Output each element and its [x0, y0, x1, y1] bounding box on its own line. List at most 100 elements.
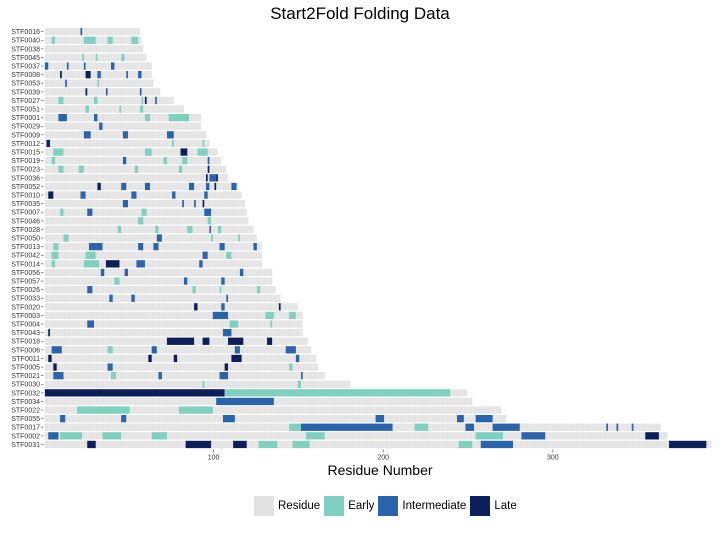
segment-early	[256, 286, 261, 294]
segment-early	[107, 36, 113, 44]
legend: Residue Early Intermediate Late	[254, 495, 521, 517]
row-stf0010	[44, 191, 242, 199]
row-stf0006	[44, 346, 312, 354]
segment-early	[53, 243, 59, 251]
segment-intermediate	[204, 208, 212, 216]
y-tick-label: STF0001	[11, 115, 40, 122]
segment-early	[226, 251, 232, 259]
segment-intermediate	[122, 157, 127, 165]
segment-early	[219, 286, 222, 294]
segment-intermediate	[87, 286, 93, 294]
segment-intermediate	[156, 234, 162, 242]
y-tick-label: STF0043	[11, 330, 40, 337]
segment-intermediate	[234, 346, 240, 354]
segment-early	[258, 440, 278, 449]
segment-intermediate	[105, 88, 108, 96]
segment-intermediate	[189, 182, 195, 191]
residue-track	[44, 234, 257, 242]
legend-swatch-residue	[254, 496, 274, 516]
segment-early	[458, 440, 473, 449]
residue-gridlines	[46, 88, 159, 96]
segment-early	[289, 363, 293, 371]
y-tick-label: STF0029	[11, 124, 40, 131]
y-tick-label: STF0055	[11, 416, 40, 423]
segment-early	[155, 225, 159, 234]
segment-early	[138, 217, 144, 225]
segment-intermediate	[205, 182, 210, 191]
y-tick-label: STF0030	[11, 382, 40, 389]
residue-gridlines	[46, 294, 280, 302]
segment-early	[144, 114, 151, 122]
legend-label-late: Late	[494, 500, 517, 512]
segment-intermediate	[631, 423, 634, 431]
x-tick-label: 200	[377, 454, 389, 461]
segment-intermediate	[107, 363, 113, 371]
legend-item-residue: Residue	[254, 496, 320, 516]
segment-intermediate	[122, 200, 128, 208]
row-stf0011	[44, 354, 317, 363]
segment-intermediate	[375, 415, 385, 423]
segment-intermediate	[138, 243, 144, 251]
segment-late	[231, 354, 242, 363]
segment-intermediate	[480, 440, 513, 449]
segment-intermediate	[51, 346, 62, 354]
residue-gridlines	[46, 182, 237, 191]
segment-early	[51, 251, 59, 259]
row-stf0042	[44, 251, 262, 259]
legend-swatch-early	[324, 496, 345, 516]
residue-track	[44, 294, 281, 302]
legend-swatch-late	[470, 496, 491, 516]
segment-intermediate	[199, 260, 203, 268]
segment-early	[51, 36, 56, 44]
segment-intermediate	[216, 397, 274, 406]
segment-intermediate	[457, 415, 464, 423]
x-axis-label: Residue Number	[327, 462, 433, 478]
segment-early	[97, 79, 100, 87]
y-tick-label: STF0026	[11, 287, 40, 294]
segment-intermediate	[80, 191, 86, 199]
row-stf0029	[44, 122, 201, 130]
y-tick-label: STF0015	[11, 149, 40, 156]
segment-intermediate	[121, 182, 127, 191]
segment-intermediate	[219, 372, 229, 380]
row-stf0052	[44, 182, 239, 191]
segment-late	[669, 440, 707, 449]
y-tick-label: STF0035	[11, 201, 40, 208]
segment-intermediate	[48, 432, 59, 440]
segment-early	[83, 260, 100, 268]
segment-early	[94, 96, 98, 105]
y-tick-label: STF0004	[11, 321, 40, 328]
segment-intermediate	[94, 114, 98, 122]
segment-intermediate	[182, 200, 184, 208]
y-tick-label: STF0032	[11, 390, 40, 397]
residue-gridlines	[46, 139, 208, 148]
residue-gridlines	[46, 260, 261, 268]
segment-early	[119, 105, 122, 113]
y-tick-label: STF0019	[11, 158, 40, 165]
y-tick-label: STF0017	[11, 425, 40, 432]
segment-intermediate	[144, 182, 151, 191]
segment-intermediate	[80, 28, 83, 36]
segment-early	[229, 320, 239, 328]
segment-early	[151, 432, 167, 440]
segment-early	[82, 53, 84, 62]
segment-late	[180, 148, 188, 156]
segment-late	[173, 354, 178, 363]
segment-early	[78, 165, 84, 173]
y-tick-label: STF0011	[12, 356, 40, 363]
segment-early	[51, 260, 56, 268]
segment-intermediate	[155, 96, 157, 105]
segment-early	[107, 346, 113, 354]
segment-intermediate	[131, 294, 135, 302]
y-tick-label: STF0003	[11, 313, 40, 320]
residue-gridlines	[46, 45, 142, 53]
segment-late	[105, 260, 120, 268]
segment-early	[77, 406, 130, 414]
segment-intermediate	[204, 191, 208, 199]
row-stf0026	[44, 286, 276, 294]
x-tick-label: 100	[208, 454, 220, 461]
residue-track	[44, 139, 210, 148]
segment-early	[141, 208, 147, 216]
y-tick-label: STF0014	[11, 261, 40, 268]
segment-late	[60, 71, 62, 79]
